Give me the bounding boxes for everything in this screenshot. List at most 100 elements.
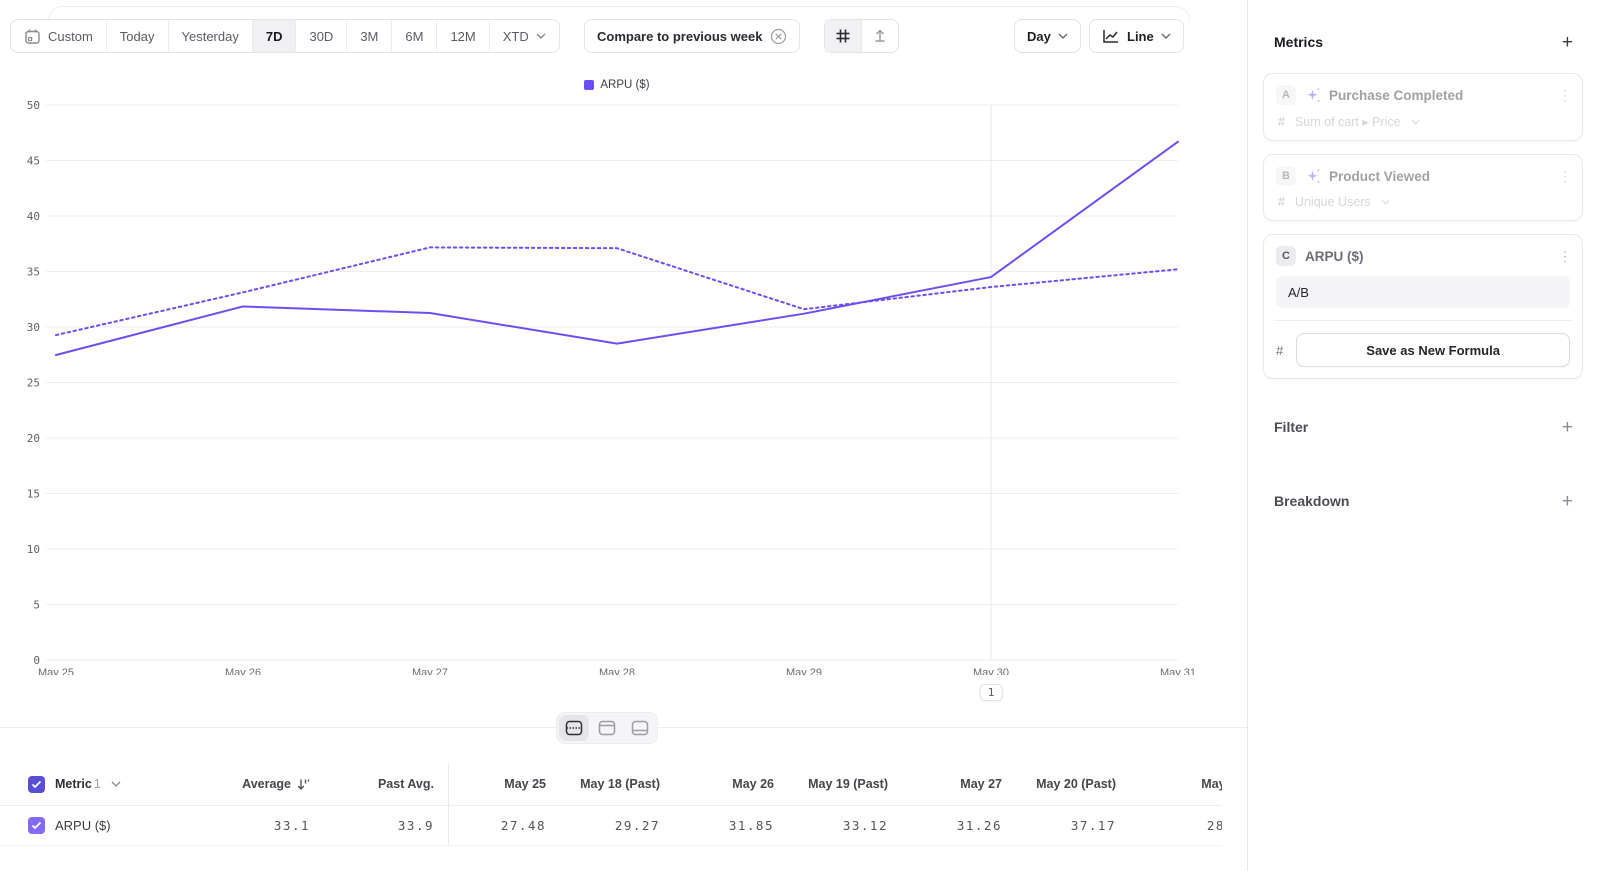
add-metric-button[interactable]: + bbox=[1561, 31, 1573, 53]
metric-a-menu-icon[interactable]: ⋮ bbox=[1558, 87, 1572, 103]
column-header-may26[interactable]: May 26 bbox=[732, 777, 774, 791]
metric-badge-c: C bbox=[1276, 246, 1296, 266]
layout-split-button[interactable] bbox=[559, 715, 589, 741]
annotations-toggle[interactable] bbox=[861, 20, 898, 52]
svg-text:May 25: May 25 bbox=[38, 667, 74, 675]
chart-type-label: Line bbox=[1127, 28, 1154, 44]
metric-c-menu-icon[interactable]: ⋮ bbox=[1558, 248, 1572, 264]
measure-selector-a[interactable]: Sum of cart ▸ Price bbox=[1294, 115, 1401, 129]
column-header-may28[interactable]: May 28 bbox=[1201, 777, 1222, 791]
date-range-group: Custom Today Yesterday 7D 30D 3M 6M 12M … bbox=[10, 19, 560, 53]
column-header-may27[interactable]: May 27 bbox=[960, 777, 1002, 791]
svg-text:May 26: May 26 bbox=[225, 667, 261, 675]
card-divider bbox=[1274, 320, 1572, 321]
metric-label: Metric bbox=[55, 777, 92, 791]
metric-badge-b: B bbox=[1276, 166, 1296, 186]
date-range-12m[interactable]: 12M bbox=[436, 20, 488, 52]
chevron-down-icon bbox=[1381, 199, 1390, 205]
compare-label: Compare to previous week bbox=[597, 28, 763, 44]
annotation-badge[interactable]: 1 bbox=[979, 684, 1003, 701]
query-sidebar: Metrics + A Purchase Completed ⋮ # Sum o… bbox=[1247, 0, 1600, 871]
gridlines-toggle[interactable] bbox=[825, 20, 861, 52]
filter-label: Filter bbox=[1274, 419, 1309, 435]
date-range-30d[interactable]: 30D bbox=[295, 20, 346, 52]
table-row: ARPU ($) 33.1 33.9 27.48 29.27 31.85 33.… bbox=[0, 806, 1222, 846]
svg-text:25: 25 bbox=[27, 377, 40, 390]
svg-text:30: 30 bbox=[27, 321, 40, 334]
calendar-icon bbox=[25, 29, 40, 44]
cell-may25: 27.48 bbox=[500, 818, 546, 833]
measure-selector-b[interactable]: Unique Users bbox=[1294, 195, 1371, 209]
legend-swatch bbox=[584, 80, 595, 90]
date-range-today[interactable]: Today bbox=[105, 20, 168, 52]
cell-may19-past: 33.12 bbox=[842, 818, 888, 833]
date-range-3m[interactable]: 3M bbox=[346, 20, 391, 52]
metric-b-menu-icon[interactable]: ⋮ bbox=[1558, 168, 1572, 184]
event-sparkle-icon bbox=[1307, 87, 1320, 102]
metric-name-c: ARPU ($) bbox=[1305, 248, 1364, 264]
metric-row-cell: ARPU ($) bbox=[0, 806, 204, 845]
measure-type-icon: # bbox=[1278, 195, 1285, 209]
date-range-6m[interactable]: 6M bbox=[391, 20, 436, 52]
select-all-checkbox[interactable] bbox=[28, 775, 45, 793]
chevron-down-icon bbox=[1058, 33, 1068, 39]
sort-descending-icon bbox=[297, 779, 310, 790]
interval-dropdown[interactable]: Day bbox=[1014, 19, 1081, 53]
event-sparkle-icon bbox=[1307, 168, 1320, 183]
layout-chart-only-button[interactable] bbox=[592, 715, 622, 741]
filter-section: Filter + bbox=[1274, 412, 1573, 442]
column-header-average[interactable]: Average bbox=[204, 763, 324, 805]
svg-text:35: 35 bbox=[27, 266, 40, 279]
measure-type-icon: # bbox=[1278, 114, 1285, 129]
cell-may26: 31.85 bbox=[728, 818, 774, 833]
compare-chip[interactable]: Compare to previous week bbox=[584, 19, 801, 53]
layout-toggle-group bbox=[556, 712, 658, 744]
chevron-down-icon bbox=[1161, 33, 1171, 39]
chevron-down-icon bbox=[1411, 119, 1420, 125]
chart-type-dropdown[interactable]: Line bbox=[1089, 19, 1184, 53]
interval-label: Day bbox=[1027, 28, 1051, 44]
date-range-label: Custom bbox=[48, 28, 93, 44]
date-range-xtd[interactable]: XTD bbox=[488, 20, 559, 52]
svg-text:May 29: May 29 bbox=[786, 667, 822, 675]
add-breakdown-button[interactable]: + bbox=[1561, 490, 1573, 512]
chart-display-toggle bbox=[824, 19, 899, 53]
chevron-down-icon[interactable] bbox=[111, 781, 121, 787]
metric-count: 1 bbox=[93, 777, 101, 791]
column-header-may18-past[interactable]: May 18 (Past) bbox=[580, 777, 660, 791]
add-filter-button[interactable]: + bbox=[1561, 416, 1573, 438]
svg-text:10: 10 bbox=[27, 543, 40, 556]
svg-text:45: 45 bbox=[27, 155, 40, 168]
formula-input[interactable]: A/B bbox=[1276, 276, 1570, 308]
column-header-past-avg[interactable]: Past Avg. bbox=[324, 763, 449, 805]
metrics-title: Metrics bbox=[1274, 34, 1324, 50]
main-panel: Custom Today Yesterday 7D 30D 3M 6M 12M … bbox=[0, 6, 1247, 846]
svg-text:May 28: May 28 bbox=[599, 667, 635, 675]
series-checkbox[interactable] bbox=[28, 817, 45, 834]
chart-legend[interactable]: ARPU ($) bbox=[56, 79, 1178, 91]
line-chart-icon bbox=[1103, 30, 1118, 43]
date-range-7d[interactable]: 7D bbox=[251, 20, 296, 52]
remove-compare-icon[interactable] bbox=[770, 28, 787, 45]
column-header-may19-past[interactable]: May 19 (Past) bbox=[808, 777, 888, 791]
line-chart[interactable]: 0 5 10 15 20 25 30 35 40 45 50 May 25 May 26 May 27 Ma… bbox=[0, 95, 1247, 675]
column-header-may25[interactable]: May 25 bbox=[504, 777, 546, 791]
legend-label: ARPU ($) bbox=[600, 79, 650, 91]
check-icon bbox=[31, 780, 42, 788]
svg-text:50: 50 bbox=[27, 99, 40, 112]
hash-grid-icon bbox=[836, 29, 850, 43]
metric-card-a[interactable]: A Purchase Completed ⋮ # Sum of cart ▸ P… bbox=[1263, 73, 1583, 141]
svg-text:May 30: May 30 bbox=[973, 667, 1009, 675]
metric-badge-a: A bbox=[1276, 85, 1296, 105]
metric-card-b[interactable]: B Product Viewed ⋮ # Unique Users bbox=[1263, 154, 1583, 221]
metrics-header: Metrics + bbox=[1274, 30, 1573, 54]
svg-text:40: 40 bbox=[27, 210, 40, 223]
split-view-icon bbox=[565, 720, 583, 736]
save-as-new-formula-button[interactable]: Save as New Formula bbox=[1296, 333, 1570, 367]
column-header-may20-past[interactable]: May 20 (Past) bbox=[1036, 777, 1116, 791]
metric-card-c[interactable]: C ARPU ($) ⋮ A/B # Save as New Formula bbox=[1263, 234, 1583, 379]
date-range-custom[interactable]: Custom bbox=[11, 20, 106, 52]
layout-table-only-button[interactable] bbox=[625, 715, 655, 741]
metric-name-b: Product Viewed bbox=[1329, 168, 1431, 184]
date-range-yesterday[interactable]: Yesterday bbox=[167, 20, 252, 52]
